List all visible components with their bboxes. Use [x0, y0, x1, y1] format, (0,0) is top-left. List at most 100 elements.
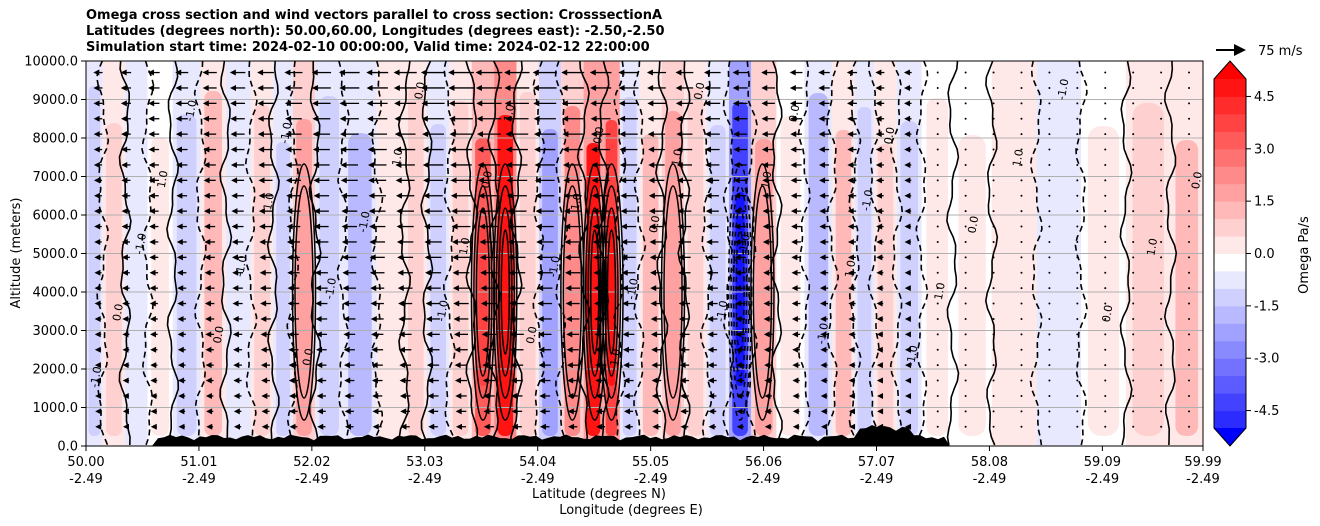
wind-vector — [1020, 240, 1023, 243]
wind-vector — [343, 331, 356, 338]
wind-vector — [505, 146, 528, 153]
y-tick-label: 5000.0 — [33, 247, 79, 262]
wind-vector — [94, 192, 102, 199]
wind-vector — [678, 285, 691, 292]
wind-vector — [1076, 348, 1079, 351]
colorbar-segment — [1214, 358, 1246, 377]
wind-vector — [1076, 317, 1079, 320]
wind-vector — [1104, 256, 1107, 259]
contour-label: 1.0 — [608, 348, 624, 367]
wind-vector — [622, 346, 635, 353]
wind-vector — [792, 331, 801, 338]
contour-ring — [601, 185, 622, 399]
colorbar-extend-max — [1214, 61, 1246, 79]
wind-vector — [676, 161, 693, 168]
wind-vector — [1048, 102, 1051, 105]
wind-vector — [1132, 102, 1135, 105]
wind-vector — [204, 285, 215, 292]
wind-vector — [510, 377, 523, 384]
wind-vector — [202, 100, 217, 107]
wind-vector — [733, 192, 747, 199]
wind-vector — [764, 408, 772, 415]
wind-vector — [820, 377, 828, 384]
wind-vector — [475, 69, 503, 76]
wind-vector — [876, 254, 884, 261]
wind-vector — [819, 177, 829, 184]
wind-vector — [847, 177, 857, 184]
wind-vector — [257, 115, 274, 122]
wind-vector — [818, 115, 830, 122]
wind-vector — [149, 254, 159, 261]
wind-vector — [1188, 133, 1191, 136]
wind-vector — [790, 161, 802, 168]
wind-vector — [1020, 117, 1023, 120]
x-tick-label-lat: 50.00 — [67, 455, 104, 470]
wind-vector — [1188, 225, 1191, 228]
wind-vector — [763, 254, 774, 261]
wind-vector — [992, 410, 995, 413]
wind-vector — [964, 364, 967, 367]
wind-vector — [904, 223, 912, 230]
wind-vector — [479, 223, 499, 230]
wind-vector — [366, 100, 388, 107]
contour-line — [1163, 61, 1178, 446]
wind-vector — [594, 315, 607, 322]
contour-label: -1.0 — [624, 277, 641, 300]
wind-vector — [93, 69, 103, 76]
colorbar-segment — [1214, 375, 1246, 394]
wind-vector — [425, 285, 441, 292]
wind-vector — [964, 179, 967, 182]
wind-vector — [791, 269, 801, 276]
wind-vector — [148, 84, 160, 91]
wind-vector — [478, 177, 500, 184]
wind-vector — [1104, 287, 1107, 290]
wind-vector — [677, 208, 692, 215]
contour-label: 1.0 — [457, 236, 473, 255]
wind-vector — [903, 84, 912, 91]
wind-vector — [232, 315, 243, 322]
wind-vector — [121, 269, 130, 276]
x-tick-label-lon: -2.49 — [1186, 472, 1220, 487]
wind-vector — [818, 84, 830, 91]
wind-vector — [618, 84, 639, 91]
omega-band-core — [998, 112, 1030, 436]
wind-vector — [1020, 71, 1023, 74]
wind-vector — [231, 254, 244, 261]
wind-vector — [205, 346, 214, 353]
wind-vector — [652, 423, 661, 430]
wind-vector — [94, 208, 102, 215]
wind-vector — [847, 208, 857, 215]
x-tick-label-lon: -2.49 — [860, 472, 894, 487]
omega-band-core — [709, 125, 726, 436]
wind-vector — [563, 192, 582, 199]
wind-vector — [1104, 71, 1107, 74]
wind-vector — [121, 146, 131, 153]
wind-vector — [620, 223, 637, 230]
wind-vector — [536, 254, 554, 261]
wind-vector — [367, 115, 388, 122]
wind-vector — [202, 69, 217, 76]
wind-vector — [231, 238, 244, 245]
wind-vector — [233, 377, 242, 384]
wind-vector — [260, 362, 271, 369]
wind-vector — [904, 115, 912, 122]
wind-vector — [735, 331, 745, 338]
wind-vector — [675, 100, 693, 107]
wind-vector — [396, 238, 414, 245]
wind-vector — [676, 177, 692, 184]
wind-vector — [395, 192, 415, 199]
y-axis: 0.0 1000.0 2000.0 3000.0 4000.0 5000.0 6000.0 7… — [24, 55, 86, 455]
x-tick-label-lon: -2.49 — [521, 472, 555, 487]
wind-vector — [561, 84, 584, 91]
x-tick-label-lon: -2.49 — [747, 472, 781, 487]
wind-vector — [397, 269, 413, 276]
omega-band-core — [542, 129, 558, 436]
wind-vector — [479, 254, 498, 261]
contour-label: -1.0 — [736, 233, 753, 256]
wind-vector — [478, 192, 500, 199]
wind-vector — [288, 377, 299, 384]
wind-vector — [1020, 394, 1023, 397]
wind-vector — [791, 238, 801, 245]
colorbar-segment — [1214, 183, 1246, 202]
wind-vector — [426, 331, 440, 338]
